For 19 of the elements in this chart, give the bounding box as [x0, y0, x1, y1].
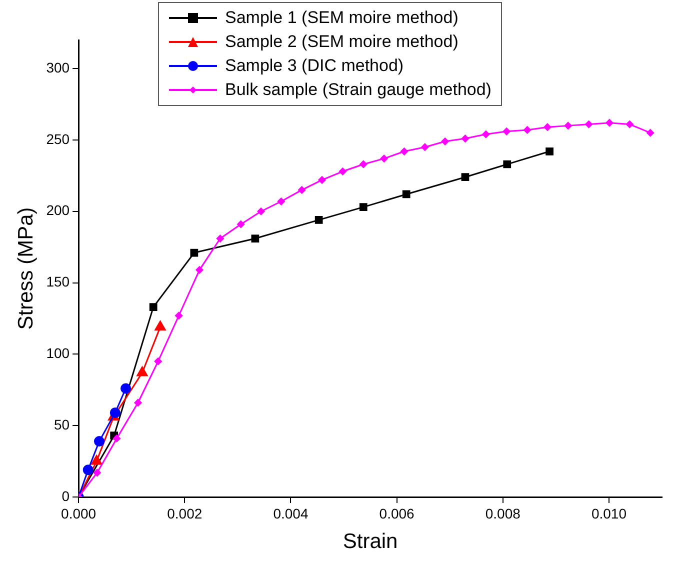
y-tick-label: 50: [54, 416, 70, 432]
x-axis-title: Strain: [342, 530, 398, 554]
legend-label: Sample 3 (DIC method): [225, 56, 404, 76]
y-tick-label: 0: [62, 488, 70, 504]
y-tick-label: 150: [46, 274, 70, 290]
legend-label: Sample 1 (SEM moire method): [225, 8, 458, 28]
x-tick-label: 0.000: [61, 505, 96, 522]
x-tick-label: 0.010: [591, 505, 627, 522]
x-tick-label: 0.002: [167, 505, 202, 522]
x-tick-label: 0.004: [273, 505, 308, 522]
y-tick-label: 200: [46, 202, 70, 218]
y-tick-label: 300: [46, 59, 70, 76]
x-tick-label: 0.008: [485, 505, 521, 522]
legend-label: Bulk sample (Strain gauge method): [225, 80, 492, 100]
y-tick-label: 100: [46, 345, 70, 362]
x-tick-label: 0.006: [379, 505, 415, 522]
y-tick-label: 250: [46, 130, 70, 147]
legend-label: Sample 2 (SEM moire method): [225, 32, 458, 52]
y-axis-title: Stress (MPa): [14, 207, 38, 330]
